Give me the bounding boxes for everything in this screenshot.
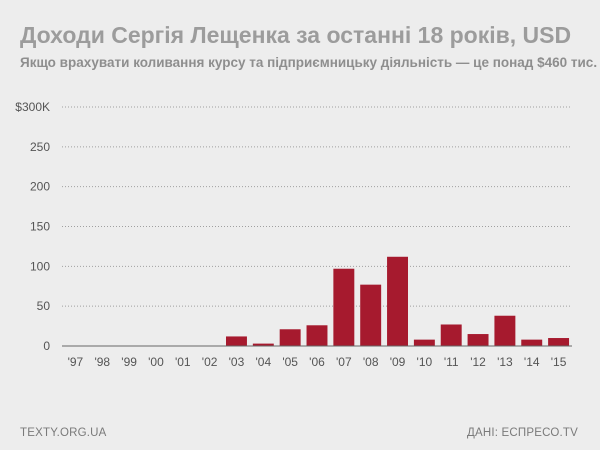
bar xyxy=(252,343,274,346)
x-tick-label: '09 xyxy=(390,355,406,369)
y-tick-label: $300K xyxy=(15,100,50,114)
y-tick-label: 150 xyxy=(30,220,50,234)
y-tick-label: 250 xyxy=(30,140,50,154)
chart-title: Доходи Сергія Лещенка за останні 18 рокі… xyxy=(20,22,572,48)
x-tick-label: '01 xyxy=(175,355,191,369)
bar xyxy=(306,325,328,346)
x-tick-label: '07 xyxy=(336,355,352,369)
x-tick-label: '14 xyxy=(524,355,540,369)
x-tick-label: '98 xyxy=(94,355,110,369)
y-tick-label: 0 xyxy=(43,339,50,353)
x-tick-label: '05 xyxy=(282,355,298,369)
x-tick-label: '03 xyxy=(229,355,245,369)
bar xyxy=(279,329,301,346)
x-tick-label: '10 xyxy=(417,355,433,369)
bar xyxy=(548,338,570,346)
y-tick-label: 100 xyxy=(30,259,50,273)
bar xyxy=(467,334,489,346)
chart-subtitle: Якщо врахувати коливання курсу та підпри… xyxy=(20,55,598,70)
bar xyxy=(494,315,516,346)
x-tick-label: '13 xyxy=(497,355,513,369)
bar xyxy=(333,268,355,346)
data-credit: ДАНІ: ЕСПРЕСО.TV xyxy=(466,427,578,439)
x-tick-label: '04 xyxy=(255,355,271,369)
x-tick-label: '11 xyxy=(444,355,459,369)
x-tick-label: '06 xyxy=(309,355,325,369)
x-tick-label: '15 xyxy=(551,355,567,369)
y-tick-label: 200 xyxy=(30,180,50,194)
x-tick-label: '00 xyxy=(148,355,164,369)
x-tick-label: '97 xyxy=(68,355,84,369)
source-credit: TEXTY.ORG.UA xyxy=(20,427,107,439)
x-tick-label: '99 xyxy=(121,355,137,369)
bar xyxy=(387,256,408,346)
bar xyxy=(521,339,543,346)
bar xyxy=(360,284,382,346)
x-tick-label: '12 xyxy=(470,355,486,369)
x-tick-label: '02 xyxy=(202,355,218,369)
bar xyxy=(440,324,462,346)
bar xyxy=(226,336,247,346)
y-tick-label: 50 xyxy=(37,299,51,313)
bar xyxy=(413,339,435,346)
x-tick-label: '08 xyxy=(363,355,379,369)
